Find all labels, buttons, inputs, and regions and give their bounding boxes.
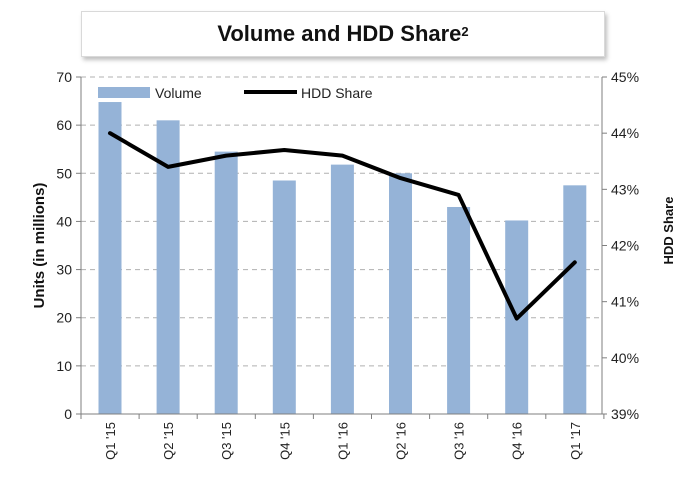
legend: Volume HDD Share bbox=[98, 85, 373, 101]
right-tick-label: 41% bbox=[611, 294, 639, 310]
left-tick-label: 60 bbox=[56, 117, 72, 133]
left-tick-label: 30 bbox=[56, 262, 72, 278]
volume-bar bbox=[272, 180, 296, 414]
x-tick-label: Q4 '16 bbox=[510, 422, 525, 460]
x-tick-label: Q1 '17 bbox=[568, 422, 583, 460]
volume-bars bbox=[98, 102, 587, 414]
volume-bar bbox=[389, 173, 412, 414]
legend-volume-label: Volume bbox=[155, 85, 202, 101]
y2-axis-title: HDD Share bbox=[661, 197, 676, 265]
volume-bar bbox=[214, 151, 238, 414]
x-tick-label: Q2 '15 bbox=[161, 422, 176, 460]
left-tick-label: 0 bbox=[64, 406, 72, 422]
volume-bar bbox=[156, 120, 180, 414]
x-tick-label: Q1 '16 bbox=[335, 422, 350, 460]
left-tick-label: 10 bbox=[56, 358, 72, 374]
left-tick-label: 50 bbox=[56, 165, 72, 181]
left-tick-label: 20 bbox=[56, 310, 72, 326]
right-tick-label: 40% bbox=[611, 350, 639, 366]
right-tick-label: 39% bbox=[611, 406, 639, 422]
x-tick-label: Q1 '15 bbox=[103, 422, 118, 460]
legend-hdd-share-label: HDD Share bbox=[301, 85, 373, 101]
left-tick-label: 40 bbox=[56, 213, 72, 229]
left-tick-label: 70 bbox=[56, 69, 72, 85]
x-tick-label: Q3 '15 bbox=[219, 422, 234, 460]
chart-title: Volume and HDD Share bbox=[217, 21, 462, 46]
legend-volume-swatch bbox=[98, 87, 150, 98]
volume-bar bbox=[98, 102, 122, 414]
axes: 0 10 20 30 40 50 60 70 39% 40% 41% 42% 43% 44% 45% Q1 '… bbox=[31, 69, 676, 460]
volume-bar bbox=[563, 185, 587, 414]
volume-bar bbox=[330, 164, 354, 414]
x-tick-label: Q3 '16 bbox=[452, 422, 467, 460]
right-tick-label: 43% bbox=[611, 181, 639, 197]
right-tick-label: 45% bbox=[611, 69, 639, 85]
x-tick-label: Q2 '16 bbox=[394, 422, 409, 460]
y-axis-title: Units (in millions) bbox=[31, 183, 48, 309]
x-tick-label: Q4 '15 bbox=[277, 422, 292, 460]
right-tick-label: 44% bbox=[611, 125, 639, 141]
hdd-share-line bbox=[108, 131, 577, 321]
chart-title-superscript: 2 bbox=[461, 23, 469, 39]
right-tick-label: 42% bbox=[611, 238, 639, 254]
volume-bar bbox=[447, 206, 471, 414]
chart-title-box: Volume and HDD Share 2 bbox=[81, 11, 605, 57]
